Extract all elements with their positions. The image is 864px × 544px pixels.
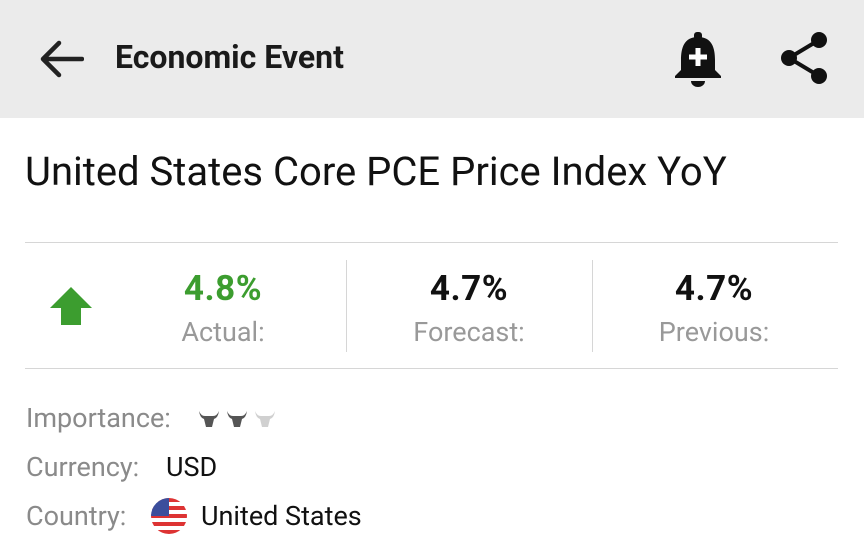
divider <box>346 260 347 352</box>
previous-label: Previous: <box>658 316 770 348</box>
previous-value: 4.7% <box>674 268 754 309</box>
divider <box>592 260 593 352</box>
currency-label: Currency: <box>26 451 140 483</box>
country-value: United States <box>201 500 362 532</box>
forecast-label: Forecast: <box>413 316 525 348</box>
us-flag <box>151 498 187 534</box>
share-button[interactable] <box>778 31 830 85</box>
alert-button[interactable] <box>672 30 724 88</box>
actual-value: 4.8% <box>183 268 263 309</box>
trend-up-icon <box>50 287 92 325</box>
actual-label: Actual: <box>181 316 265 348</box>
importance-icons <box>199 411 275 427</box>
divider <box>25 368 838 369</box>
currency-value: USD <box>166 451 218 483</box>
forecast-value: 4.7% <box>429 268 509 309</box>
toolbar: Economic Event <box>0 0 864 118</box>
toolbar-title: Economic Event <box>115 38 344 76</box>
event-title: United States Core PCE Price Index YoY <box>25 148 727 195</box>
country-label: Country: <box>26 500 127 532</box>
back-button[interactable] <box>38 38 84 80</box>
divider <box>25 242 838 243</box>
importance-label: Importance: <box>26 402 171 434</box>
